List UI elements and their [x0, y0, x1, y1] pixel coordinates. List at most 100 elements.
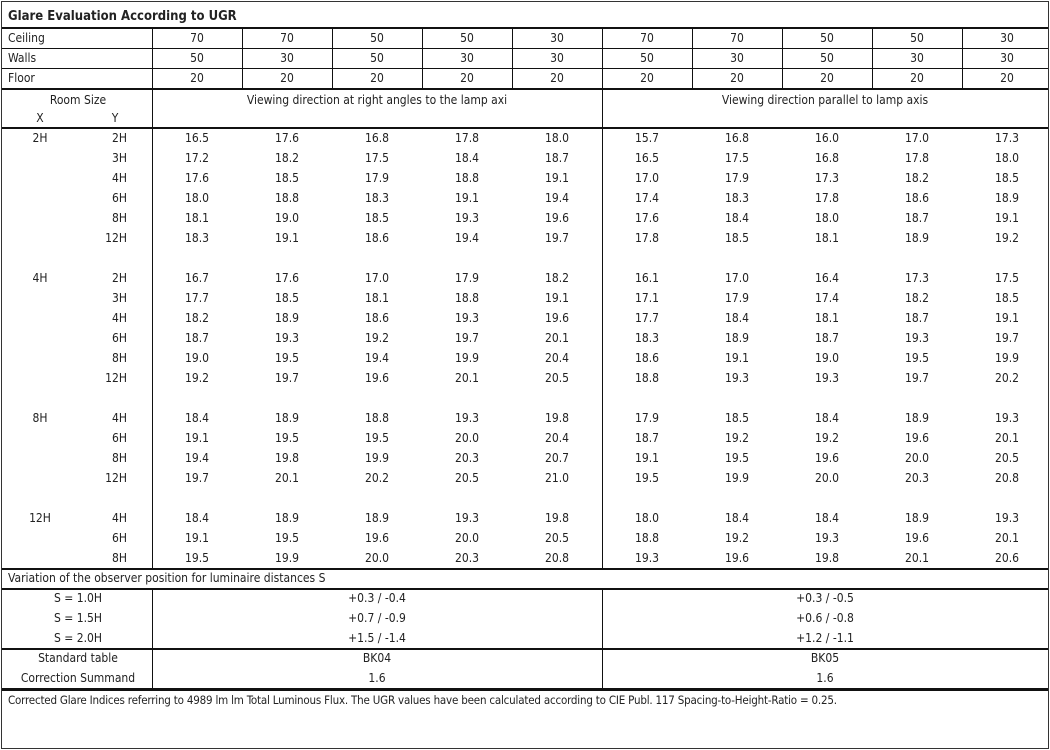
ugr-value: 18.2: [184, 311, 210, 325]
ugr-value: 19.5: [274, 431, 300, 445]
room-x: 12H: [29, 511, 51, 525]
ugr-value: 19.3: [454, 311, 480, 325]
divider: [2, 648, 1048, 650]
ugr-value: 21.0: [544, 471, 570, 485]
ugr-value: 18.4: [454, 151, 480, 165]
divider: [2, 588, 1048, 590]
room-y: 6H: [112, 531, 127, 545]
ugr-value: 19.3: [814, 371, 840, 385]
divider: [962, 28, 963, 88]
ugr-value: 19.5: [184, 551, 210, 565]
ugr-value: 19.6: [904, 531, 930, 545]
ugr-value: 19.3: [454, 211, 480, 225]
ugr-value: 17.6: [634, 211, 660, 225]
room-y: 12H: [105, 471, 127, 485]
ugr-value: 19.5: [364, 431, 390, 445]
ugr-value: 18.0: [634, 511, 660, 525]
ugr-value: 19.7: [994, 331, 1020, 345]
ugr-value: 19.3: [724, 371, 750, 385]
ugr-value: 19.1: [274, 231, 300, 245]
variation-parallel: +1.2 / -1.1: [796, 631, 854, 645]
ugr-value: 20.4: [544, 431, 570, 445]
ugr-value: 16.8: [364, 131, 390, 145]
ugr-value: 18.8: [634, 531, 660, 545]
ugr-value: 20.8: [544, 551, 570, 565]
ugr-value: 19.9: [994, 351, 1020, 365]
standard-table-right: BK04: [362, 651, 392, 665]
ugr-value: 18.7: [904, 211, 930, 225]
room-y: 8H: [112, 351, 127, 365]
ugr-value: 18.9: [274, 311, 300, 325]
ugr-value: 18.7: [184, 331, 210, 345]
walls-value: 50: [370, 51, 384, 65]
ugr-value: 18.6: [364, 311, 390, 325]
ugr-value: 20.0: [814, 471, 840, 485]
ugr-value: 18.4: [814, 411, 840, 425]
ugr-value: 19.1: [994, 311, 1020, 325]
ugr-value: 16.1: [634, 271, 660, 285]
ugr-value: 19.4: [544, 191, 570, 205]
ugr-value: 18.0: [814, 211, 840, 225]
ugr-value: 18.6: [634, 351, 660, 365]
room-y: 4H: [112, 511, 127, 525]
ugr-value: 19.3: [814, 531, 840, 545]
floor-value: 20: [190, 71, 204, 85]
ugr-value: 17.8: [634, 231, 660, 245]
ugr-value: 20.1: [274, 471, 300, 485]
ugr-value: 18.3: [724, 191, 750, 205]
ugr-value: 18.7: [904, 311, 930, 325]
walls-value: 30: [910, 51, 924, 65]
ceiling-value: 70: [190, 31, 204, 45]
ugr-value: 19.9: [724, 471, 750, 485]
ugr-value: 20.5: [544, 371, 570, 385]
ugr-value: 19.1: [184, 531, 210, 545]
ugr-value: 19.5: [724, 451, 750, 465]
ugr-value: 19.9: [274, 551, 300, 565]
ugr-value: 18.3: [184, 231, 210, 245]
divider: [152, 88, 153, 568]
ugr-value: 18.2: [274, 151, 300, 165]
ugr-value: 19.8: [274, 451, 300, 465]
ugr-value: 18.4: [724, 511, 750, 525]
ceiling-value: 70: [640, 31, 654, 45]
ugr-value: 17.2: [184, 151, 210, 165]
y-header: Y: [111, 111, 119, 125]
ugr-value: 20.2: [364, 471, 390, 485]
ugr-value: 17.4: [634, 191, 660, 205]
ugr-value: 19.1: [184, 431, 210, 445]
ugr-value: 18.5: [994, 291, 1020, 305]
ceiling-value: 70: [730, 31, 744, 45]
ugr-value: 17.6: [184, 171, 210, 185]
variation-right: +1.5 / -1.4: [348, 631, 406, 645]
ugr-value: 18.0: [994, 151, 1020, 165]
ceiling-value: 30: [550, 31, 564, 45]
ugr-value: 19.2: [364, 331, 390, 345]
ugr-value: 18.6: [904, 191, 930, 205]
ugr-value: 18.5: [994, 171, 1020, 185]
ugr-value: 19.3: [994, 511, 1020, 525]
ugr-value: 16.8: [724, 131, 750, 145]
ugr-value: 20.8: [994, 471, 1020, 485]
floor-value: 20: [370, 71, 384, 85]
ugr-value: 17.4: [814, 291, 840, 305]
ugr-value: 18.5: [274, 291, 300, 305]
variation-right: +0.3 / -0.4: [348, 591, 406, 605]
walls-value: 50: [640, 51, 654, 65]
ugr-value: 20.4: [544, 351, 570, 365]
ugr-value: 19.4: [184, 451, 210, 465]
ugr-value: 18.4: [184, 411, 210, 425]
room-y: 4H: [112, 171, 127, 185]
ugr-value: 20.1: [544, 331, 570, 345]
ugr-value: 18.8: [454, 291, 480, 305]
correction-summand-right: 1.6: [368, 671, 386, 685]
ugr-value: 20.0: [454, 531, 480, 545]
ugr-value: 19.6: [814, 451, 840, 465]
ugr-value: 17.0: [634, 171, 660, 185]
ugr-value: 19.7: [454, 331, 480, 345]
ugr-value: 18.9: [904, 411, 930, 425]
divider: [872, 28, 873, 88]
walls-value: 50: [190, 51, 204, 65]
ugr-value: 18.4: [724, 311, 750, 325]
ugr-value: 20.1: [454, 371, 480, 385]
